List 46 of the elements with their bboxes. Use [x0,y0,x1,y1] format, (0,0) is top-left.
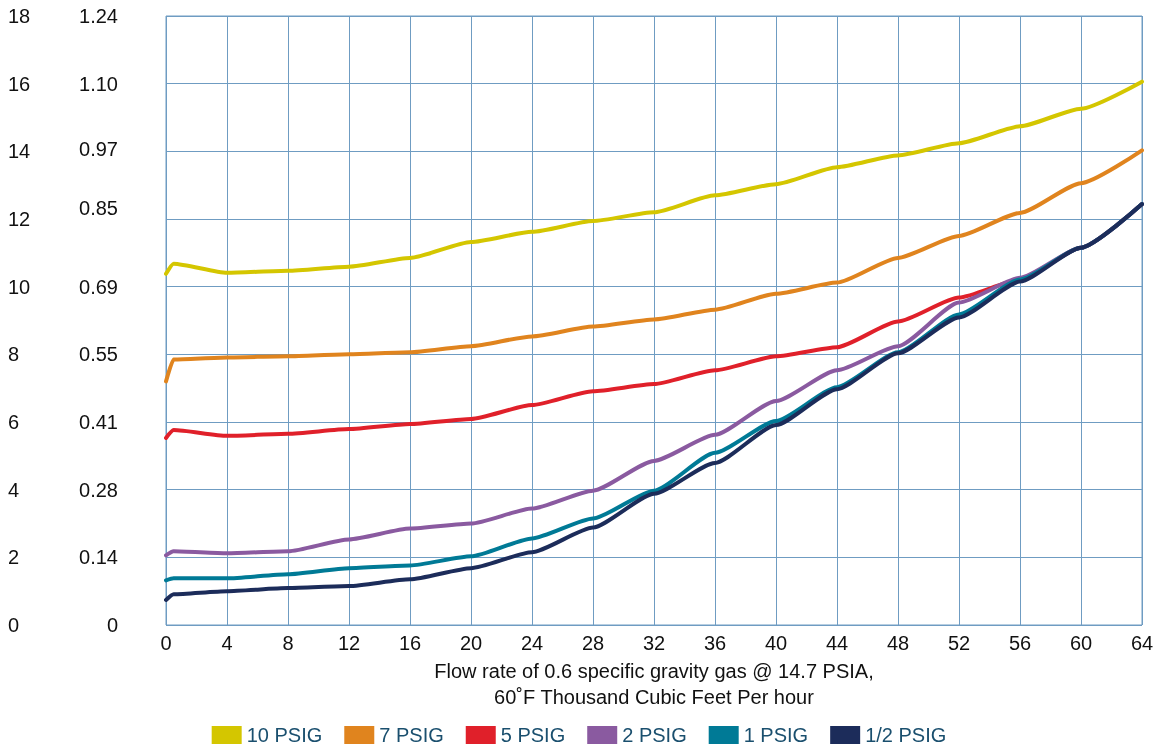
y2-tick-label: 0.85 [79,196,118,219]
y2-tick-label: 0.41 [79,411,118,434]
x-tick-label: 56 [1008,632,1032,654]
y2-tick-label: 0.14 [79,546,118,569]
y-tick-label: 10 [8,275,31,298]
x-tick-label: 12 [337,632,361,654]
line-series [164,79,1144,276]
legend-label: 2 PSIG [622,724,687,746]
x-tick-label: 32 [642,632,666,654]
legend-label: 7 PSIG [379,724,444,746]
x-axis-title: Flow rate of 0.6 specific gravity gas @ 14.7 PSIA, 60˚F Thousand Cubic Feet Per hour [434,659,874,708]
y-tick-label: 8 [8,343,20,366]
y-tick-label: 12 [8,208,31,230]
y2-tick-label: 0.55 [79,343,118,366]
y2-tick-label: 0 [106,614,118,636]
y-tick-label: 6 [8,411,20,433]
legend-label: 5 PSIG [500,724,566,746]
line-series [164,148,1144,384]
x-tick-label: 8 [282,632,294,654]
legend-label: 1 PSIG [743,724,809,746]
y-tick-label: 4 [8,478,20,501]
x-tick-label: 44 [825,632,849,654]
x-tick-label: 36 [703,632,727,654]
y-tick-label: 18 [8,5,31,27]
legend-label: 10 PSIG [246,724,323,746]
x-tick-label: 48 [886,632,910,654]
y-tick-label: 16 [8,72,31,95]
x-tick-label: 0 [160,632,172,654]
x-tick-label: 64 [1130,632,1154,654]
y-tick-label: 2 [8,546,20,569]
x-tick-label: 24 [520,632,544,654]
y-tick-label: 14 [8,140,31,163]
y2-tick-label: 0.69 [79,275,118,298]
x-tick-label: 20 [459,632,483,654]
y-tick-label: 0 [8,614,20,636]
y2-tick-label: 1.24 [79,5,118,27]
y2-tick-label: 1.10 [79,72,118,95]
x-tick-label: 60 [1069,632,1093,654]
x-tick-label: 52 [947,632,971,654]
x-tick-label: 28 [581,632,605,654]
y2-tick-label: 0.97 [79,137,118,160]
x-tick-label: 16 [398,632,422,654]
x-tick-label: 40 [764,632,788,654]
y2-tick-label: 0.28 [79,478,118,501]
x-tick-label: 4 [221,632,233,654]
legend-label: 1/2 PSIG [865,724,947,746]
